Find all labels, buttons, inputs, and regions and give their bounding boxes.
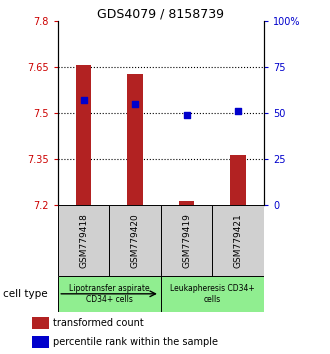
Point (236, 109, 241, 114)
Bar (161, 205, 213, 276)
Text: GSM779420: GSM779420 (131, 213, 140, 268)
Text: percentile rank within the sample: percentile rank within the sample (53, 337, 218, 347)
Point (184, 112, 189, 118)
Bar (32, 336, 49, 348)
Text: GSM779419: GSM779419 (182, 213, 191, 268)
Bar (213, 205, 264, 276)
Text: GSM779421: GSM779421 (234, 213, 243, 268)
Text: Lipotransfer aspirate
CD34+ cells: Lipotransfer aspirate CD34+ cells (69, 284, 149, 303)
Bar (58, 205, 109, 276)
Text: transformed count: transformed count (53, 318, 144, 329)
Point (81, 98, 86, 103)
Bar (230, 155, 246, 205)
Bar (76, 65, 91, 205)
Text: GSM779418: GSM779418 (79, 213, 88, 268)
Bar (161, 276, 264, 312)
Bar (32, 318, 49, 329)
Bar (58, 276, 161, 312)
Title: GDS4079 / 8158739: GDS4079 / 8158739 (97, 7, 224, 20)
Bar (179, 201, 194, 205)
Bar (127, 74, 143, 205)
Point (132, 101, 138, 107)
Text: Leukapheresis CD34+
cells: Leukapheresis CD34+ cells (170, 284, 255, 303)
Bar (109, 205, 161, 276)
Text: cell type: cell type (3, 289, 48, 299)
